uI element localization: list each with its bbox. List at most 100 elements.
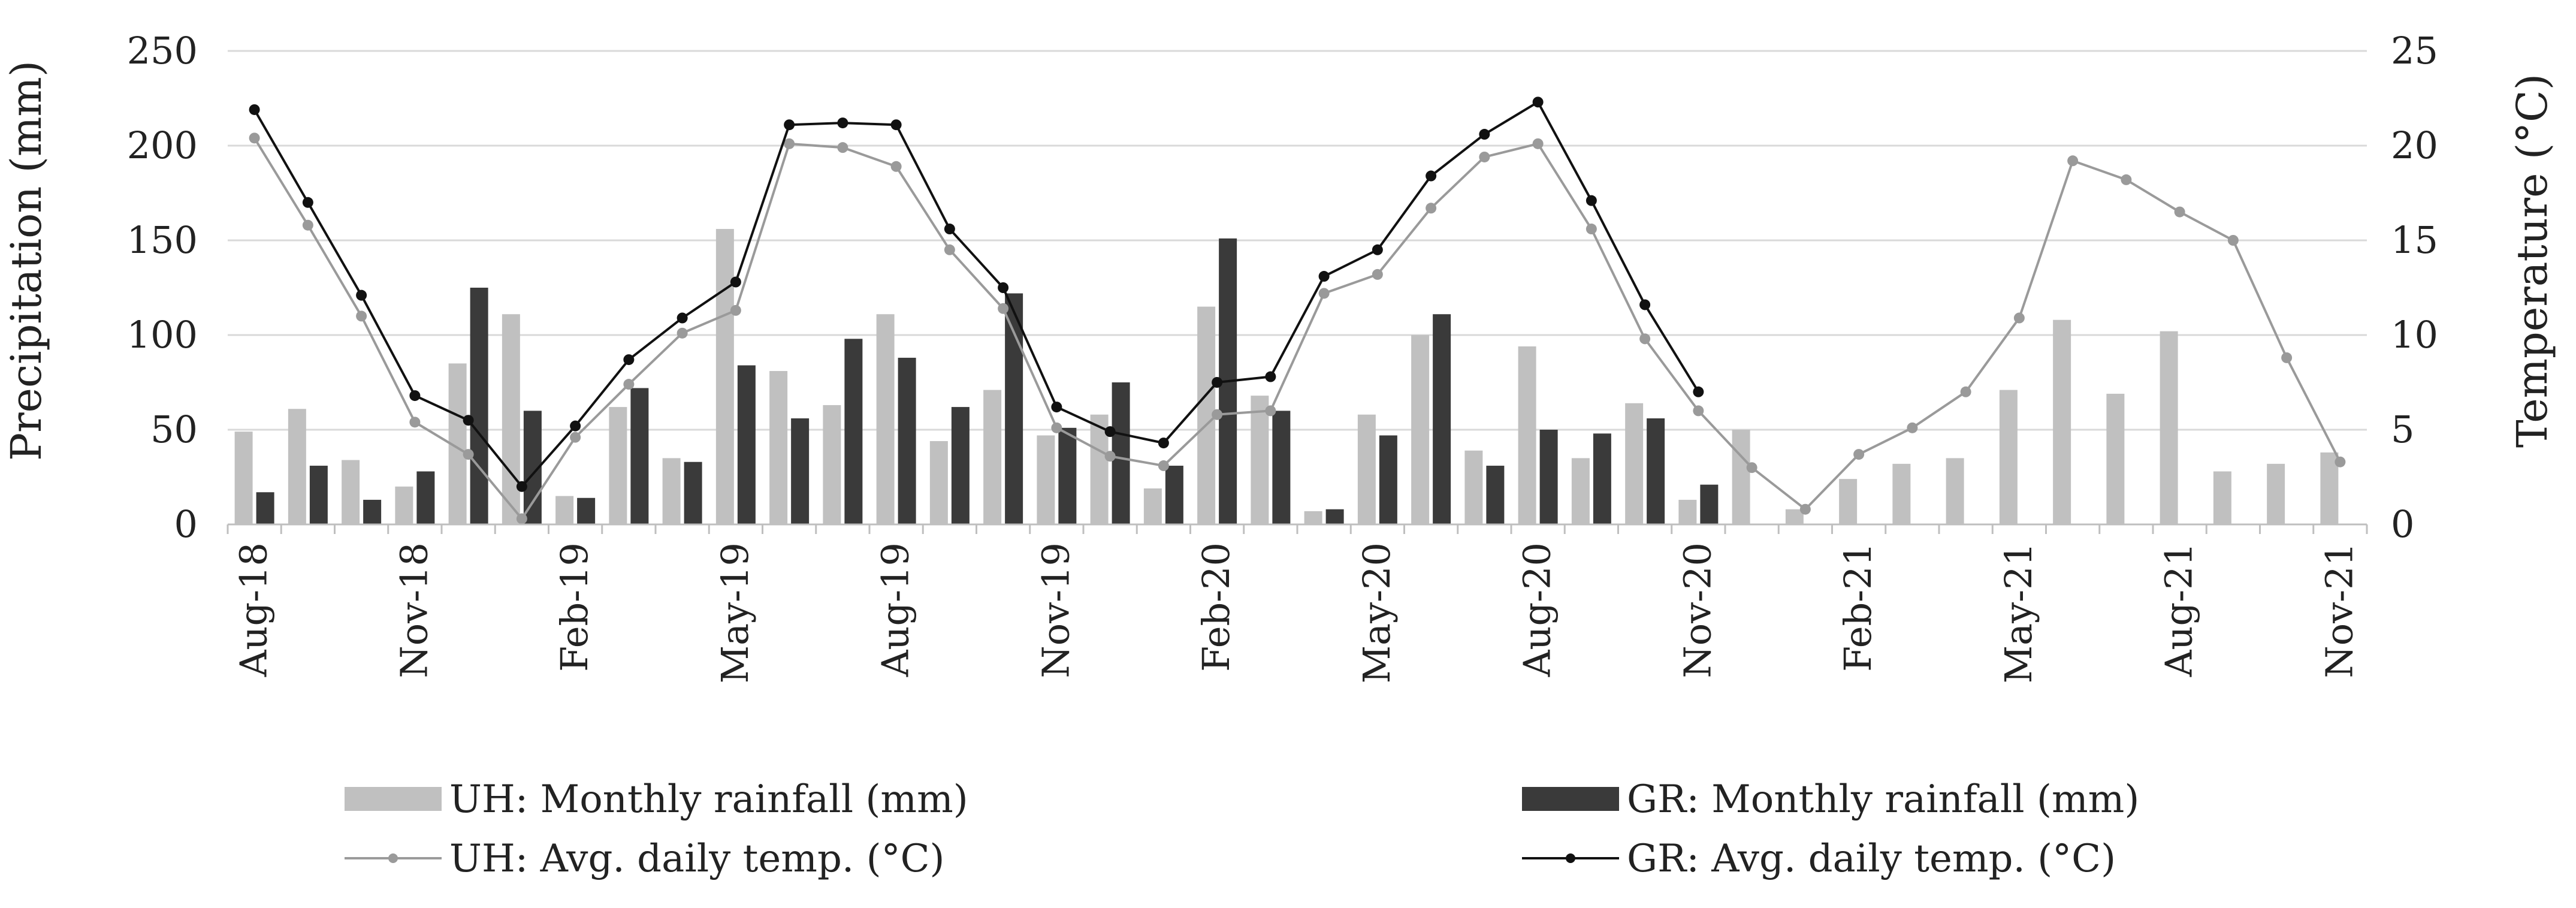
gr-rainfall-bar [309, 466, 328, 524]
uh-rainfall-bar [1357, 414, 1376, 524]
y-left-tick-label: 150 [127, 218, 198, 262]
uh-temp-point [1104, 451, 1116, 462]
gr-temp-point [570, 420, 581, 432]
gr-rainfall-bar [1539, 430, 1558, 524]
gr-temp-point [463, 415, 474, 426]
uh-rainfall-bar [1732, 430, 1750, 524]
gr-rainfall-bar [630, 388, 649, 524]
gr-temp-point [356, 289, 367, 301]
uh-temp-point [677, 327, 688, 339]
uh-temp-point [837, 142, 848, 153]
x-tick-label: Aug-18 [232, 542, 276, 677]
y-right-tick-label: 10 [2391, 313, 2438, 357]
uh-temp-point [623, 379, 635, 390]
legend-marker-uh-temp [388, 853, 398, 863]
gr-rainfall-bar [791, 418, 810, 524]
uh-rainfall-bar [983, 390, 1002, 524]
gr-rainfall-bar [470, 288, 488, 524]
uh-temp-point [516, 513, 527, 524]
uh-rainfall-bar [1143, 488, 1162, 524]
gr-rainfall-bar [1647, 418, 1665, 524]
uh-temp-point [2067, 155, 2079, 167]
uh-rainfall-bar [609, 407, 627, 524]
gr-temp-point [944, 224, 955, 235]
x-tick-label: Nov-21 [2317, 542, 2361, 678]
legend-label-uh-temp: UH: Avg. daily temp. (°C) [449, 837, 945, 881]
gr-temp-point [249, 104, 260, 115]
legend-swatch-gr-rainfall [1522, 787, 1619, 811]
x-tick-label: Aug-19 [874, 542, 917, 677]
uh-temp-point [356, 310, 367, 322]
uh-temp-point [302, 219, 313, 231]
x-tick-label: Feb-19 [552, 542, 596, 672]
y-axis-right-title: Temperature (°C) [2508, 74, 2557, 448]
legend-label-uh-rainfall: UH: Monthly rainfall (mm) [449, 777, 968, 822]
uh-temp-point [1799, 503, 1811, 515]
uh-temp-point [2013, 312, 2025, 324]
uh-rainfall-bar [342, 460, 360, 524]
uh-temp-point [1265, 405, 1276, 417]
gr-temp-point [1532, 96, 1544, 108]
gr-temp-point [1212, 377, 1223, 388]
uh-rainfall-bar [929, 441, 948, 524]
uh-temp-point [1479, 151, 1490, 162]
y-left-tick-label: 200 [127, 123, 198, 167]
uh-rainfall-bar [1892, 463, 1911, 524]
uh-temp-point [463, 449, 474, 460]
uh-temp-point [1586, 224, 1597, 235]
gr-rainfall-bar [363, 499, 382, 524]
gr-temp-point [1586, 195, 1597, 206]
y-right-tick-label: 5 [2391, 408, 2414, 451]
uh-temp-point [249, 132, 260, 144]
y-left-tick-label: 50 [150, 408, 198, 451]
uh-rainfall-bar [1999, 390, 2018, 524]
uh-temp-point [1853, 449, 1865, 460]
uh-rainfall-bar [662, 458, 681, 524]
uh-temp-point [2174, 206, 2185, 218]
uh-rainfall-bar [1839, 479, 1858, 524]
x-tick-label: Feb-20 [1194, 542, 1238, 672]
gr-rainfall-bar [1700, 484, 1719, 524]
gr-rainfall-bar [1165, 466, 1183, 524]
gr-temp-point [677, 312, 688, 324]
uh-temp-point [998, 303, 1009, 314]
uh-temp-point [1960, 386, 1971, 397]
gr-temp-point [516, 481, 527, 492]
gr-rainfall-bar [1593, 433, 1611, 524]
temperature-lines [249, 96, 2346, 524]
uh-rainfall-bar [1946, 458, 1964, 524]
y-right-tick-label: 25 [2391, 29, 2438, 73]
legend-label-gr-temp: GR: Avg. daily temp. (°C) [1627, 837, 2116, 881]
legend-swatch-uh-rainfall [345, 787, 442, 811]
legend-label-gr-rainfall: GR: Monthly rainfall (mm) [1627, 777, 2139, 822]
uh-rainfall-bar [1678, 499, 1697, 524]
uh-rainfall-bar [1251, 396, 1269, 524]
uh-rainfall-bar [395, 486, 413, 524]
x-tick-label: Aug-21 [2157, 542, 2201, 677]
rainfall-bars [234, 229, 2339, 524]
uh-rainfall-bar [715, 229, 734, 524]
gr-temp-point [784, 119, 795, 131]
uh-rainfall-bar [876, 314, 895, 524]
gr-rainfall-bar [1058, 427, 1077, 524]
uh-rainfall-bar [1304, 511, 1322, 524]
gr-temp-point [409, 390, 421, 402]
legend-item-uh-temp: UH: Avg. daily temp. (°C) [345, 837, 945, 881]
uh-temp-point [2121, 174, 2132, 185]
gr-rainfall-bar [1379, 435, 1397, 524]
uh-rainfall-bar [823, 405, 841, 524]
gr-rainfall-bar [898, 357, 916, 524]
uh-temp-point [1639, 333, 1651, 345]
uh-temp-point [890, 161, 902, 172]
gr-temp-point [1158, 438, 1169, 449]
uh-rainfall-bar [2160, 331, 2178, 524]
y-left-tick-label: 0 [174, 502, 198, 546]
gr-rainfall-bar [1272, 411, 1291, 524]
uh-temp-point [1158, 460, 1169, 472]
gr-rainfall-bar [684, 461, 702, 524]
uh-rainfall-bar [1037, 435, 1055, 524]
uh-rainfall-bar [2213, 471, 2231, 524]
uh-temp-point [944, 244, 955, 255]
uh-rainfall-bar [1518, 346, 1536, 524]
